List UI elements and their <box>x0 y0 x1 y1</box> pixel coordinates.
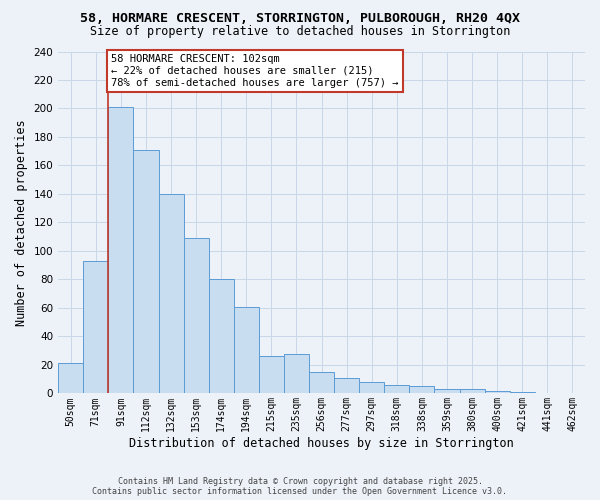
Bar <box>158 194 184 394</box>
Bar <box>334 378 359 394</box>
Bar <box>109 107 133 394</box>
Bar <box>133 150 158 394</box>
Bar <box>510 392 535 394</box>
Bar <box>409 386 434 394</box>
X-axis label: Distribution of detached houses by size in Storrington: Distribution of detached houses by size … <box>129 437 514 450</box>
Bar <box>259 356 284 394</box>
Text: 58, HORMARE CRESCENT, STORRINGTON, PULBOROUGH, RH20 4QX: 58, HORMARE CRESCENT, STORRINGTON, PULBO… <box>80 12 520 26</box>
Bar <box>485 390 510 394</box>
Bar <box>234 306 259 394</box>
Bar <box>184 238 209 394</box>
Bar <box>209 280 234 394</box>
Bar <box>434 389 460 394</box>
Bar <box>83 261 109 394</box>
Text: Size of property relative to detached houses in Storrington: Size of property relative to detached ho… <box>90 25 510 38</box>
Bar <box>359 382 385 394</box>
Bar <box>460 389 485 394</box>
Text: Contains HM Land Registry data © Crown copyright and database right 2025.
Contai: Contains HM Land Registry data © Crown c… <box>92 476 508 496</box>
Bar <box>58 364 83 394</box>
Bar <box>385 385 409 394</box>
Bar <box>309 372 334 394</box>
Y-axis label: Number of detached properties: Number of detached properties <box>15 119 28 326</box>
Bar <box>284 354 309 394</box>
Text: 58 HORMARE CRESCENT: 102sqm
← 22% of detached houses are smaller (215)
78% of se: 58 HORMARE CRESCENT: 102sqm ← 22% of det… <box>111 54 398 88</box>
